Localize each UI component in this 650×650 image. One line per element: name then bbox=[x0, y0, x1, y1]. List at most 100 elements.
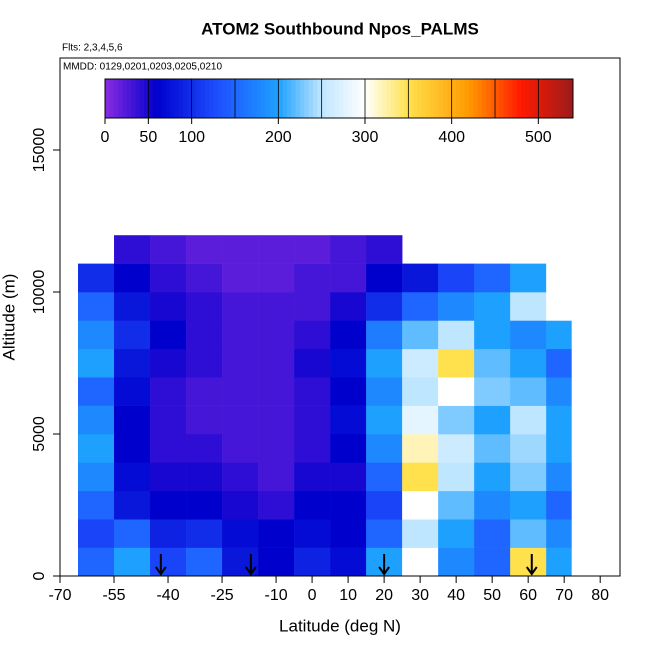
heat-cell bbox=[438, 547, 475, 577]
colorbar-swatch bbox=[525, 79, 531, 118]
heat-cell bbox=[402, 292, 439, 321]
heat-cell bbox=[78, 348, 115, 378]
x-tick-label: -55 bbox=[102, 587, 125, 604]
heat-cell bbox=[546, 490, 572, 520]
colorbar-swatch bbox=[278, 79, 284, 118]
heat-cell bbox=[150, 320, 187, 350]
heat-cell bbox=[114, 547, 151, 577]
colorbar-swatch bbox=[438, 79, 444, 118]
heat-cell bbox=[114, 434, 151, 463]
colorbar-swatch bbox=[352, 79, 357, 118]
heat-cell bbox=[546, 263, 572, 293]
heat-cell bbox=[78, 292, 115, 321]
heat-cell bbox=[330, 405, 367, 435]
heat-cell bbox=[150, 490, 187, 520]
heat-cell bbox=[222, 462, 259, 492]
flight-arrow bbox=[378, 554, 390, 576]
heat-cell bbox=[150, 547, 187, 577]
colorbar-swatch bbox=[447, 79, 453, 118]
heat-cell bbox=[330, 519, 367, 548]
colorbar-swatch bbox=[534, 79, 539, 118]
colorbar-swatch bbox=[191, 79, 197, 118]
colorbar-swatch bbox=[196, 79, 201, 118]
colorbar-swatch bbox=[482, 79, 487, 118]
heat-cell bbox=[474, 320, 511, 350]
colorbar-swatch bbox=[547, 79, 552, 118]
colorbar-swatch bbox=[564, 79, 570, 118]
colorbar-swatch bbox=[144, 79, 149, 118]
colorbar-swatch bbox=[235, 79, 240, 118]
heat-cell bbox=[150, 519, 187, 548]
colorbar-swatch bbox=[230, 79, 236, 118]
colorbar-swatch bbox=[473, 79, 479, 118]
heat-cell bbox=[546, 519, 572, 548]
heat-cell bbox=[186, 348, 223, 378]
colorbar-swatch bbox=[131, 79, 136, 118]
heat-cell bbox=[258, 490, 295, 520]
colorbar-swatch bbox=[512, 79, 518, 118]
heat-cell bbox=[366, 434, 403, 463]
colorbar-tick-label: 300 bbox=[352, 129, 379, 146]
heat-cell bbox=[150, 292, 187, 321]
colorbar-swatch bbox=[152, 79, 158, 118]
colorbar-swatch bbox=[469, 79, 474, 118]
colorbar-swatch bbox=[334, 79, 340, 118]
heat-cell bbox=[510, 434, 547, 463]
chart-title: ATOM2 Southbound Npos_PALMS bbox=[201, 19, 479, 38]
colorbar-swatch bbox=[399, 79, 405, 118]
colorbar-swatch bbox=[282, 79, 288, 118]
heat-cell bbox=[114, 292, 151, 321]
heat-cell bbox=[546, 434, 572, 463]
heat-cell bbox=[114, 348, 151, 378]
heat-cell bbox=[474, 263, 511, 293]
heat-cell bbox=[330, 348, 367, 378]
heat-cell bbox=[150, 377, 187, 406]
colorbar-swatch bbox=[161, 79, 167, 118]
colorbar-swatch bbox=[477, 79, 483, 118]
heat-cell bbox=[222, 490, 259, 520]
x-tick-label: 20 bbox=[375, 587, 393, 604]
heat-cell bbox=[366, 519, 403, 548]
y-tick-label: 10000 bbox=[31, 270, 48, 315]
x-tick-label: 30 bbox=[411, 587, 429, 604]
heat-cell bbox=[510, 292, 547, 321]
flight-arrow bbox=[245, 554, 257, 576]
heat-cell bbox=[474, 377, 511, 406]
heat-cell bbox=[78, 547, 115, 577]
heat-cell bbox=[438, 348, 475, 378]
colorbar-tick-label: 400 bbox=[438, 129, 465, 146]
colorbar-swatch bbox=[421, 79, 427, 118]
heat-cell bbox=[78, 462, 115, 492]
colorbar-swatch bbox=[529, 79, 535, 118]
heat-cell bbox=[510, 462, 547, 492]
colorbar-swatch bbox=[395, 79, 401, 118]
heat-cell bbox=[222, 434, 259, 463]
plot-frame bbox=[59, 57, 621, 577]
heat-cell bbox=[294, 519, 331, 548]
colorbar-swatch bbox=[174, 79, 180, 118]
colorbar-swatch bbox=[135, 79, 141, 118]
heat-cell bbox=[114, 263, 151, 293]
heat-cell bbox=[258, 547, 295, 577]
heat-cell bbox=[186, 377, 223, 406]
colorbar-swatch bbox=[373, 79, 379, 118]
heat-cell bbox=[474, 519, 511, 548]
annotation: MMDD: 0129,0201,0203,0205,0210 bbox=[63, 62, 222, 73]
x-axis-label: Latitude (deg N) bbox=[279, 616, 401, 635]
colorbar-swatch bbox=[213, 79, 219, 118]
arrow-head bbox=[245, 566, 257, 576]
colorbar-tick-label: 0 bbox=[101, 129, 110, 146]
colorbar-swatch bbox=[495, 79, 500, 118]
colorbar-swatch bbox=[330, 79, 336, 118]
heat-cell bbox=[366, 263, 403, 293]
heat-cell bbox=[78, 320, 115, 350]
heat-cell bbox=[366, 235, 403, 264]
heat-cell bbox=[510, 519, 547, 548]
colorbar-swatch bbox=[451, 79, 457, 118]
flight-arrow bbox=[155, 554, 167, 576]
heat-cell bbox=[366, 462, 403, 492]
heat-cell bbox=[222, 263, 259, 293]
colorbar-swatch bbox=[243, 79, 249, 118]
colorbar-swatch bbox=[425, 79, 431, 118]
